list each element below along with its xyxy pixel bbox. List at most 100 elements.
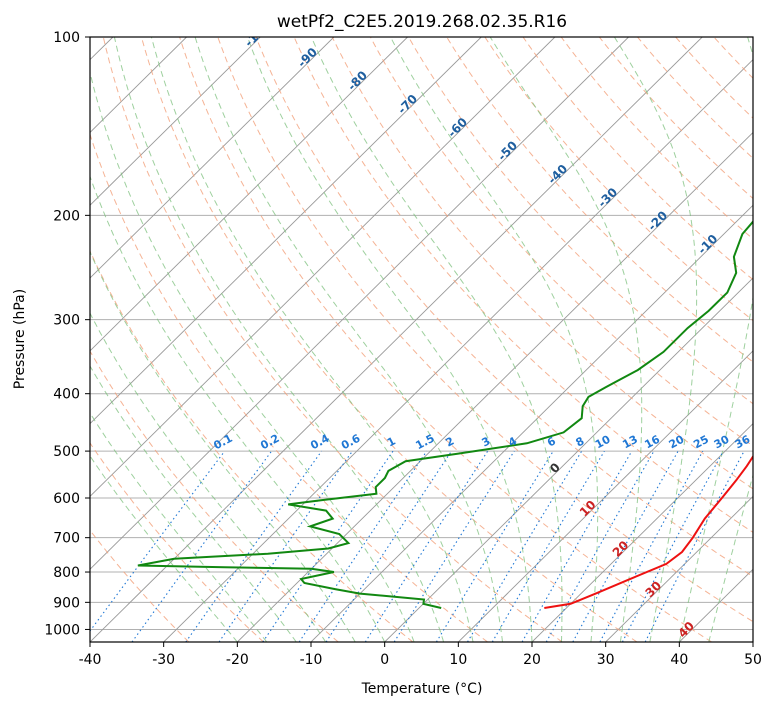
mixing-ratio-label: 10 [593, 433, 613, 452]
isotherm-label: -10 [695, 232, 720, 257]
isotherm-label: -70 [395, 92, 420, 117]
background-lines [90, 37, 753, 642]
moist-adiabat-line [310, 37, 563, 642]
moist-adiabat-line [194, 37, 503, 642]
isotherm-label: -60 [445, 115, 470, 140]
mixing-ratio-line [521, 450, 633, 642]
mixing-ratio-line [90, 450, 226, 632]
isotherm-line [237, 131, 753, 642]
mixing-ratio-label: 30 [712, 433, 732, 452]
mixing-ratio-line [298, 450, 428, 642]
y-tick-label: 1000 [44, 622, 80, 638]
dry-adiabat-line [90, 442, 264, 642]
mixing-ratio-label: 25 [691, 433, 711, 452]
mixing-ratio-label: 0.1 [211, 432, 234, 453]
isotherm-line [90, 37, 629, 570]
profile-lines [137, 220, 753, 609]
mixing-ratio-line [435, 450, 554, 642]
mixing-ratio-label: 0.2 [258, 432, 281, 453]
dry-adiabat-line [369, 37, 753, 447]
moist-adiabat-line [390, 37, 599, 642]
isotherm-label: -30 [595, 185, 620, 210]
isotherm-line [90, 37, 482, 425]
isotherm-label: 0 [547, 460, 563, 476]
y-tick-label: 600 [53, 491, 80, 507]
mixing-ratio-label: 1.5 [413, 432, 436, 453]
mixing-ratio-line [467, 450, 583, 642]
isotherm-label: -20 [645, 208, 670, 233]
isotherm-label: 20 [610, 538, 632, 560]
isotherm-label: -90 [295, 45, 320, 70]
isotherm-label: -80 [345, 68, 370, 93]
x-axis-label: Temperature (°C) [361, 681, 483, 697]
isotherm-line [310, 204, 753, 642]
mixing-ratio-line [325, 450, 452, 642]
x-tick-label: -30 [152, 652, 175, 668]
x-tick-label: 0 [380, 652, 389, 668]
moist-adiabat-line [708, 473, 753, 642]
y-tick-label: 800 [53, 565, 80, 581]
mixing-ratio-line [364, 450, 489, 642]
plot-frame [89, 36, 754, 643]
isotherm-label: 10 [577, 498, 599, 520]
y-tick-label: 500 [53, 444, 80, 460]
isotherm-label: 40 [675, 619, 697, 641]
isotherm-line [90, 37, 703, 642]
moist-adiabat-line [489, 37, 643, 642]
y-tick-label: 400 [53, 387, 80, 403]
x-tick-label: 20 [523, 652, 541, 668]
dry-adiabat-line [255, 37, 753, 578]
mixing-ratio-label: 1 [385, 434, 398, 449]
moist-adiabat-line [247, 37, 533, 642]
dry-adiabat-line [484, 37, 753, 322]
x-tick-label: 40 [670, 652, 688, 668]
mixing-ratio-line [185, 450, 323, 642]
mixing-ratio-label: 13 [620, 433, 640, 452]
isotherm-line [90, 37, 556, 498]
moist-adiabat-line [90, 412, 268, 642]
isotherm-label: -40 [545, 162, 570, 187]
mixing-ratio-line [393, 450, 515, 642]
mixing-ratio-label: 6 [545, 434, 558, 449]
isotherm-line [679, 568, 753, 642]
grid-lines [90, 37, 753, 642]
moist-adiabat-line [113, 37, 445, 642]
chart-title: wetPf2_C2E5.2019.268.02.35.R16 [277, 12, 567, 32]
dry-adiabat-line [140, 37, 638, 642]
mixing-ratio-line [644, 450, 745, 642]
isotherm-line [531, 422, 753, 642]
mixing-ratio-label: 36 [733, 433, 753, 452]
mixing-ratio-label: 0.4 [308, 432, 332, 453]
moist-adiabat-line [613, 37, 698, 642]
dewpoint-profile-line [137, 220, 753, 609]
moist-adiabat-line [150, 37, 474, 642]
dry-adiabat-line [102, 37, 563, 642]
line-labels: 0.1 0.2 0.4 0.6 1 1.5 2 3 4 6 8 10 13 16 20 25 30 36-100-… [211, 37, 753, 641]
moist-adiabat-line [90, 250, 356, 642]
dry-adiabat-line [331, 37, 753, 490]
dry-adiabat-line [217, 37, 753, 623]
dry-adiabat-line [446, 37, 753, 363]
isotherm-line [605, 495, 753, 642]
dry-adiabat-line [674, 37, 753, 119]
x-tick-label: 50 [744, 652, 762, 668]
moist-adiabat-line [90, 365, 297, 642]
x-tick-label: -20 [226, 652, 249, 668]
moist-adiabat-line [678, 37, 753, 642]
dry-adiabat-line [90, 249, 414, 642]
dry-adiabat-line [522, 37, 753, 281]
moist-adiabat-line [90, 455, 238, 642]
isotherm-line [90, 37, 261, 206]
y-tick-label: 700 [53, 531, 80, 547]
x-tick-label: 30 [597, 652, 615, 668]
dry-adiabat-line [751, 37, 753, 39]
mixing-ratio-line [262, 450, 394, 642]
isotherm-label: -50 [495, 138, 520, 163]
isotherm-line [90, 37, 408, 352]
x-tick-label: -40 [79, 652, 102, 668]
temperature-profile-line [544, 454, 753, 609]
dry-adiabat-line [179, 37, 712, 642]
mixing-ratio-line [621, 450, 724, 642]
mixing-ratio-line [545, 450, 655, 642]
